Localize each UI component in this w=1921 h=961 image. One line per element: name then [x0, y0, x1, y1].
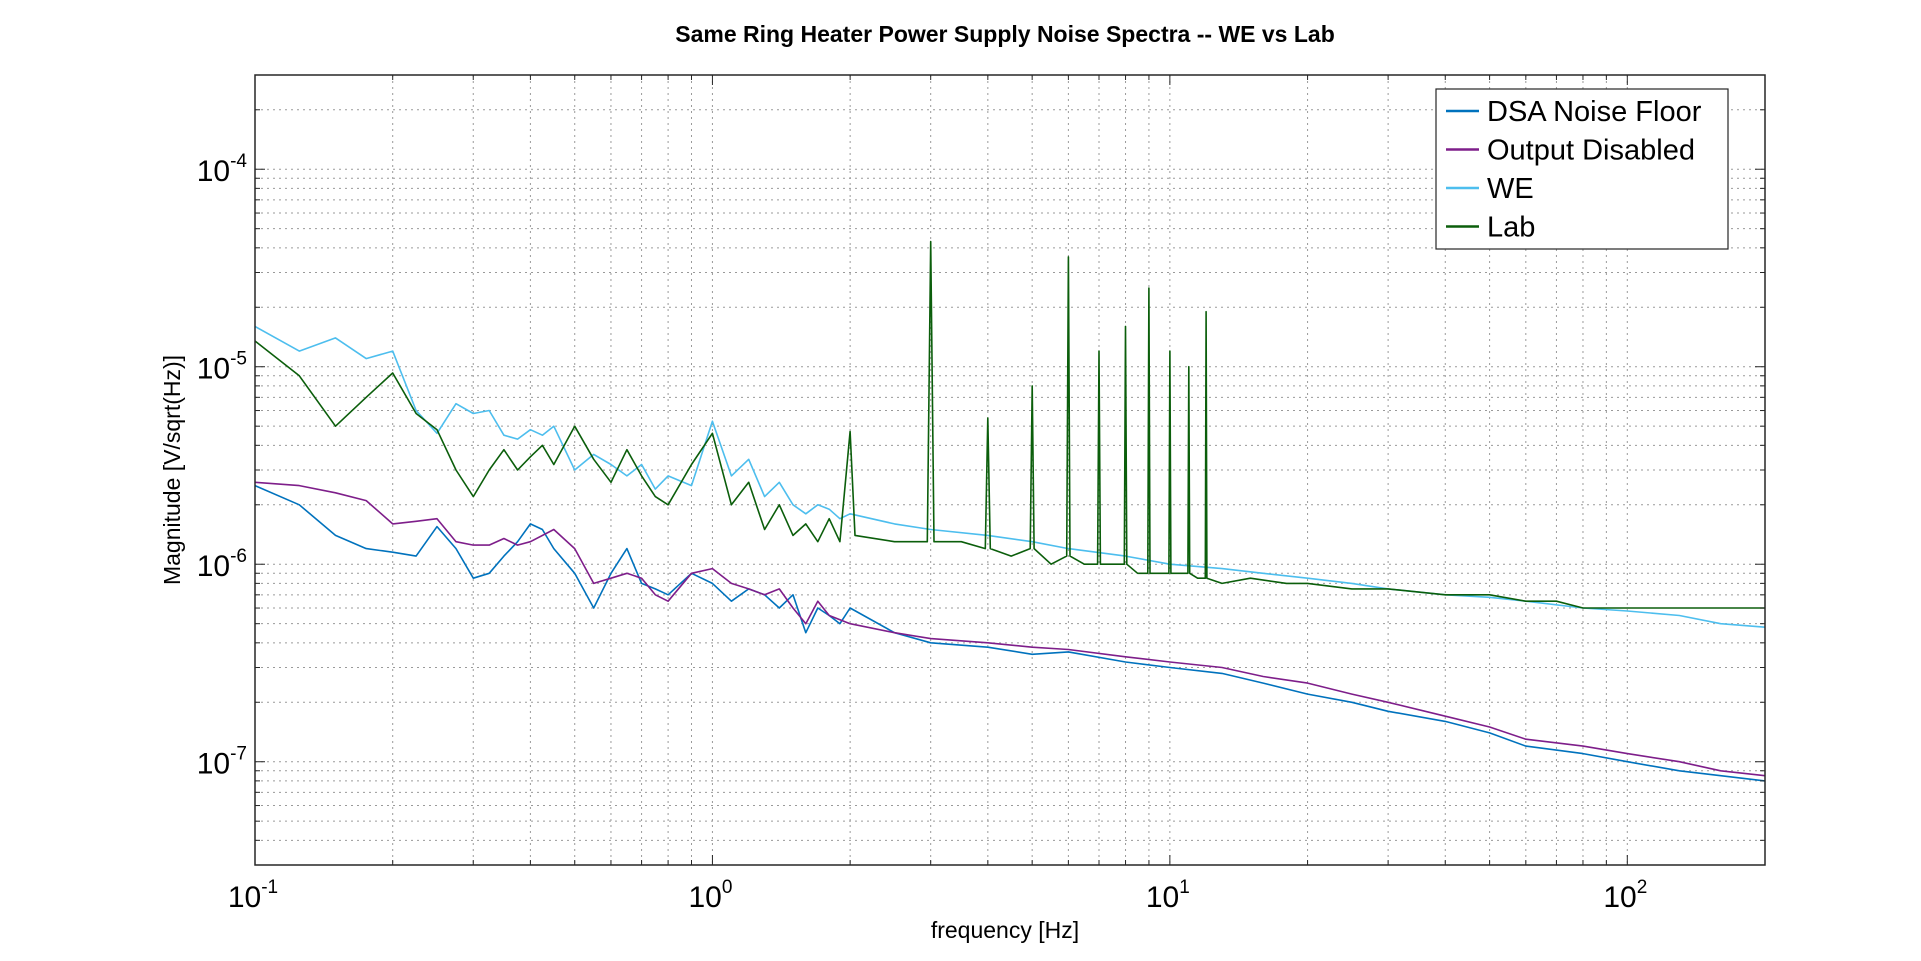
tick-labels: 10-1 100 101 102 10-7 10-6 10-5 10-4 — [197, 151, 1648, 914]
series-line-lab — [255, 240, 1765, 609]
legend-label-we: WE — [1487, 173, 1534, 205]
y-axis-label: Magnitude [V/sqrt(Hz)] — [159, 355, 185, 585]
y-tick-label: 10-6 — [197, 546, 247, 583]
x-tick-label: 100 — [688, 877, 732, 914]
y-tick-label: 10-5 — [197, 349, 247, 386]
legend: DSA Noise Floor Output Disabled WE Lab — [1435, 88, 1729, 250]
series-line-dsa-noise-floor — [255, 484, 1765, 782]
chart-title: Same Ring Heater Power Supply Noise Spec… — [675, 21, 1335, 47]
x-tick-label: 10-1 — [228, 877, 278, 914]
legend-label-output-disabled: Output Disabled — [1487, 135, 1695, 167]
series-line-output-disabled — [255, 481, 1765, 777]
series-layer — [255, 240, 1765, 782]
tick-marks — [255, 75, 1765, 865]
legend-label-dsa-noise-floor: DSA Noise Floor — [1487, 96, 1702, 128]
legend-label-lab: Lab — [1487, 212, 1535, 244]
x-tick-label: 101 — [1146, 877, 1190, 914]
series-line-we — [255, 325, 1765, 628]
y-tick-label: 10-4 — [197, 151, 248, 188]
x-axis-label: frequency [Hz] — [931, 917, 1079, 943]
legend-box — [1435, 88, 1729, 250]
y-tick-label: 10-7 — [197, 744, 247, 781]
x-tick-label: 102 — [1603, 877, 1647, 914]
